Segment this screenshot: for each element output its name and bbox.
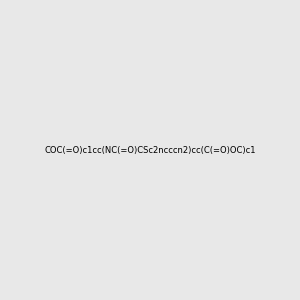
Text: COC(=O)c1cc(NC(=O)CSc2ncccn2)cc(C(=O)OC)c1: COC(=O)c1cc(NC(=O)CSc2ncccn2)cc(C(=O)OC)… bbox=[44, 146, 256, 154]
